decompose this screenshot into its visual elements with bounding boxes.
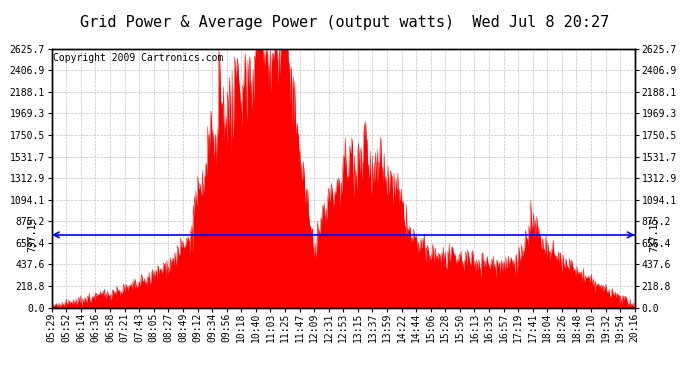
Text: Grid Power & Average Power (output watts)  Wed Jul 8 20:27: Grid Power & Average Power (output watts…	[80, 15, 610, 30]
Text: 737.15: 737.15	[649, 217, 660, 252]
Text: Copyright 2009 Cartronics.com: Copyright 2009 Cartronics.com	[53, 53, 224, 63]
Text: 737.15: 737.15	[27, 217, 37, 252]
